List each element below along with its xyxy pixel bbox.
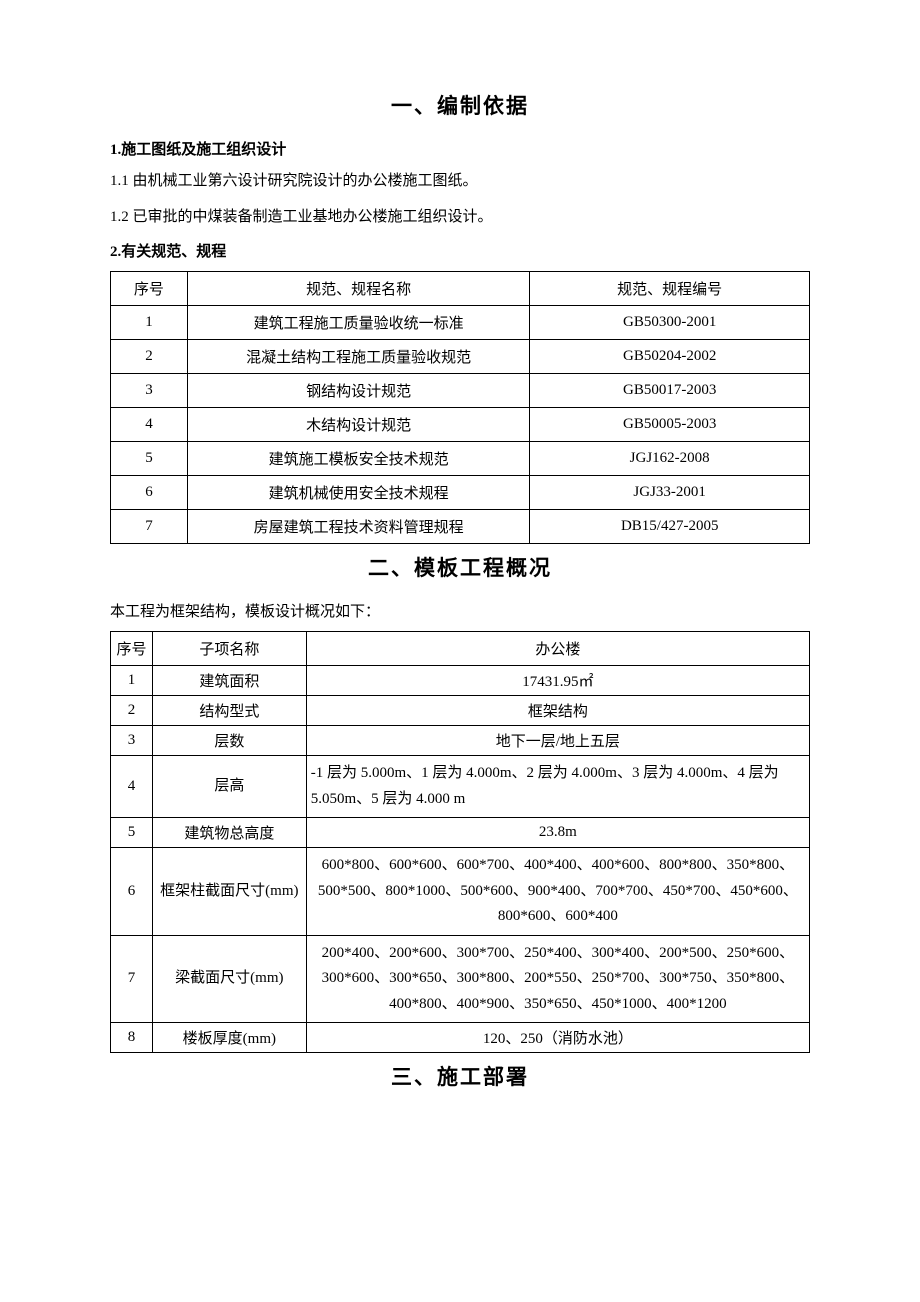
- cell-value: 600*800、600*600、600*700、400*400、400*600、…: [306, 848, 809, 936]
- cell-code: JGJ33-2001: [530, 476, 810, 510]
- cell-name: 建筑工程施工质量验收统一标准: [187, 306, 530, 340]
- table-row: 7 房屋建筑工程技术资料管理规程 DB15/427-2005: [111, 510, 810, 544]
- cell-no: 6: [111, 848, 153, 936]
- cell-no: 3: [111, 726, 153, 756]
- cell-no: 5: [111, 442, 188, 476]
- cell-code: GB50005-2003: [530, 408, 810, 442]
- cell-code: JGJ162-2008: [530, 442, 810, 476]
- cell-name: 钢结构设计规范: [187, 374, 530, 408]
- cell-no: 7: [111, 935, 153, 1023]
- col-header-building: 办公楼: [306, 632, 809, 666]
- cell-item: 层数: [152, 726, 306, 756]
- table-header-row: 序号 规范、规程名称 规范、规程编号: [111, 272, 810, 306]
- cell-item: 层高: [152, 756, 306, 818]
- cell-no: 3: [111, 374, 188, 408]
- cell-item: 框架柱截面尺寸(mm): [152, 848, 306, 936]
- table-row: 3 钢结构设计规范 GB50017-2003: [111, 374, 810, 408]
- cell-no: 7: [111, 510, 188, 544]
- cell-code: DB15/427-2005: [530, 510, 810, 544]
- cell-item: 结构型式: [152, 696, 306, 726]
- section-title-2: 二、模板工程概况: [110, 552, 810, 582]
- cell-no: 8: [111, 1023, 153, 1053]
- cell-name: 混凝土结构工程施工质量验收规范: [187, 340, 530, 374]
- cell-name: 建筑施工模板安全技术规范: [187, 442, 530, 476]
- cell-no: 6: [111, 476, 188, 510]
- subheading-1-1: 1.施工图纸及施工组织设计: [110, 138, 810, 159]
- cell-code: GB50017-2003: [530, 374, 810, 408]
- body-line-1-1: 1.1 由机械工业第六设计研究院设计的办公楼施工图纸。: [110, 169, 810, 195]
- table-row: 3 层数 地下一层/地上五层: [111, 726, 810, 756]
- cell-value: 23.8m: [306, 818, 809, 848]
- col-header-name: 规范、规程名称: [187, 272, 530, 306]
- table-row: 8 楼板厚度(mm) 120、250（消防水池）: [111, 1023, 810, 1053]
- cell-name: 建筑机械使用安全技术规程: [187, 476, 530, 510]
- cell-value: -1 层为 5.000m、1 层为 4.000m、2 层为 4.000m、3 层…: [306, 756, 809, 818]
- cell-value: 框架结构: [306, 696, 809, 726]
- cell-no: 1: [111, 306, 188, 340]
- table-row: 5 建筑物总高度 23.8m: [111, 818, 810, 848]
- col-header-code: 规范、规程编号: [530, 272, 810, 306]
- col-header-no: 序号: [111, 632, 153, 666]
- cell-name: 房屋建筑工程技术资料管理规程: [187, 510, 530, 544]
- table-header-row: 序号 子项名称 办公楼: [111, 632, 810, 666]
- table-row: 7 梁截面尺寸(mm) 200*400、200*600、300*700、250*…: [111, 935, 810, 1023]
- table-row: 2 结构型式 框架结构: [111, 696, 810, 726]
- cell-code: GB50204-2002: [530, 340, 810, 374]
- table-row: 4 层高 -1 层为 5.000m、1 层为 4.000m、2 层为 4.000…: [111, 756, 810, 818]
- section-title-1: 一、编制依据: [110, 90, 810, 120]
- cell-item: 梁截面尺寸(mm): [152, 935, 306, 1023]
- cell-item: 楼板厚度(mm): [152, 1023, 306, 1053]
- table-row: 6 框架柱截面尺寸(mm) 600*800、600*600、600*700、40…: [111, 848, 810, 936]
- intro-line-2: 本工程为框架结构，模板设计概况如下：: [110, 600, 810, 621]
- table-row: 5 建筑施工模板安全技术规范 JGJ162-2008: [111, 442, 810, 476]
- table-row: 2 混凝土结构工程施工质量验收规范 GB50204-2002: [111, 340, 810, 374]
- table-row: 4 木结构设计规范 GB50005-2003: [111, 408, 810, 442]
- cell-no: 2: [111, 340, 188, 374]
- cell-value: 17431.95㎡: [306, 666, 809, 696]
- subheading-1-2: 2.有关规范、规程: [110, 240, 810, 261]
- table-row: 1 建筑面积 17431.95㎡: [111, 666, 810, 696]
- cell-no: 5: [111, 818, 153, 848]
- standards-table: 序号 规范、规程名称 规范、规程编号 1 建筑工程施工质量验收统一标准 GB50…: [110, 271, 810, 544]
- cell-value: 200*400、200*600、300*700、250*400、300*400、…: [306, 935, 809, 1023]
- cell-no: 1: [111, 666, 153, 696]
- cell-item: 建筑面积: [152, 666, 306, 696]
- col-header-item: 子项名称: [152, 632, 306, 666]
- section-title-3: 三、施工部署: [110, 1061, 810, 1091]
- cell-item: 建筑物总高度: [152, 818, 306, 848]
- body-line-1-2: 1.2 已审批的中煤装备制造工业基地办公楼施工组织设计。: [110, 205, 810, 231]
- cell-no: 4: [111, 408, 188, 442]
- cell-value: 120、250（消防水池）: [306, 1023, 809, 1053]
- cell-code: GB50300-2001: [530, 306, 810, 340]
- cell-no: 2: [111, 696, 153, 726]
- cell-name: 木结构设计规范: [187, 408, 530, 442]
- table-row: 1 建筑工程施工质量验收统一标准 GB50300-2001: [111, 306, 810, 340]
- col-header-no: 序号: [111, 272, 188, 306]
- table-row: 6 建筑机械使用安全技术规程 JGJ33-2001: [111, 476, 810, 510]
- cell-value: 地下一层/地上五层: [306, 726, 809, 756]
- cell-no: 4: [111, 756, 153, 818]
- project-overview-table: 序号 子项名称 办公楼 1 建筑面积 17431.95㎡ 2 结构型式 框架结构…: [110, 631, 810, 1053]
